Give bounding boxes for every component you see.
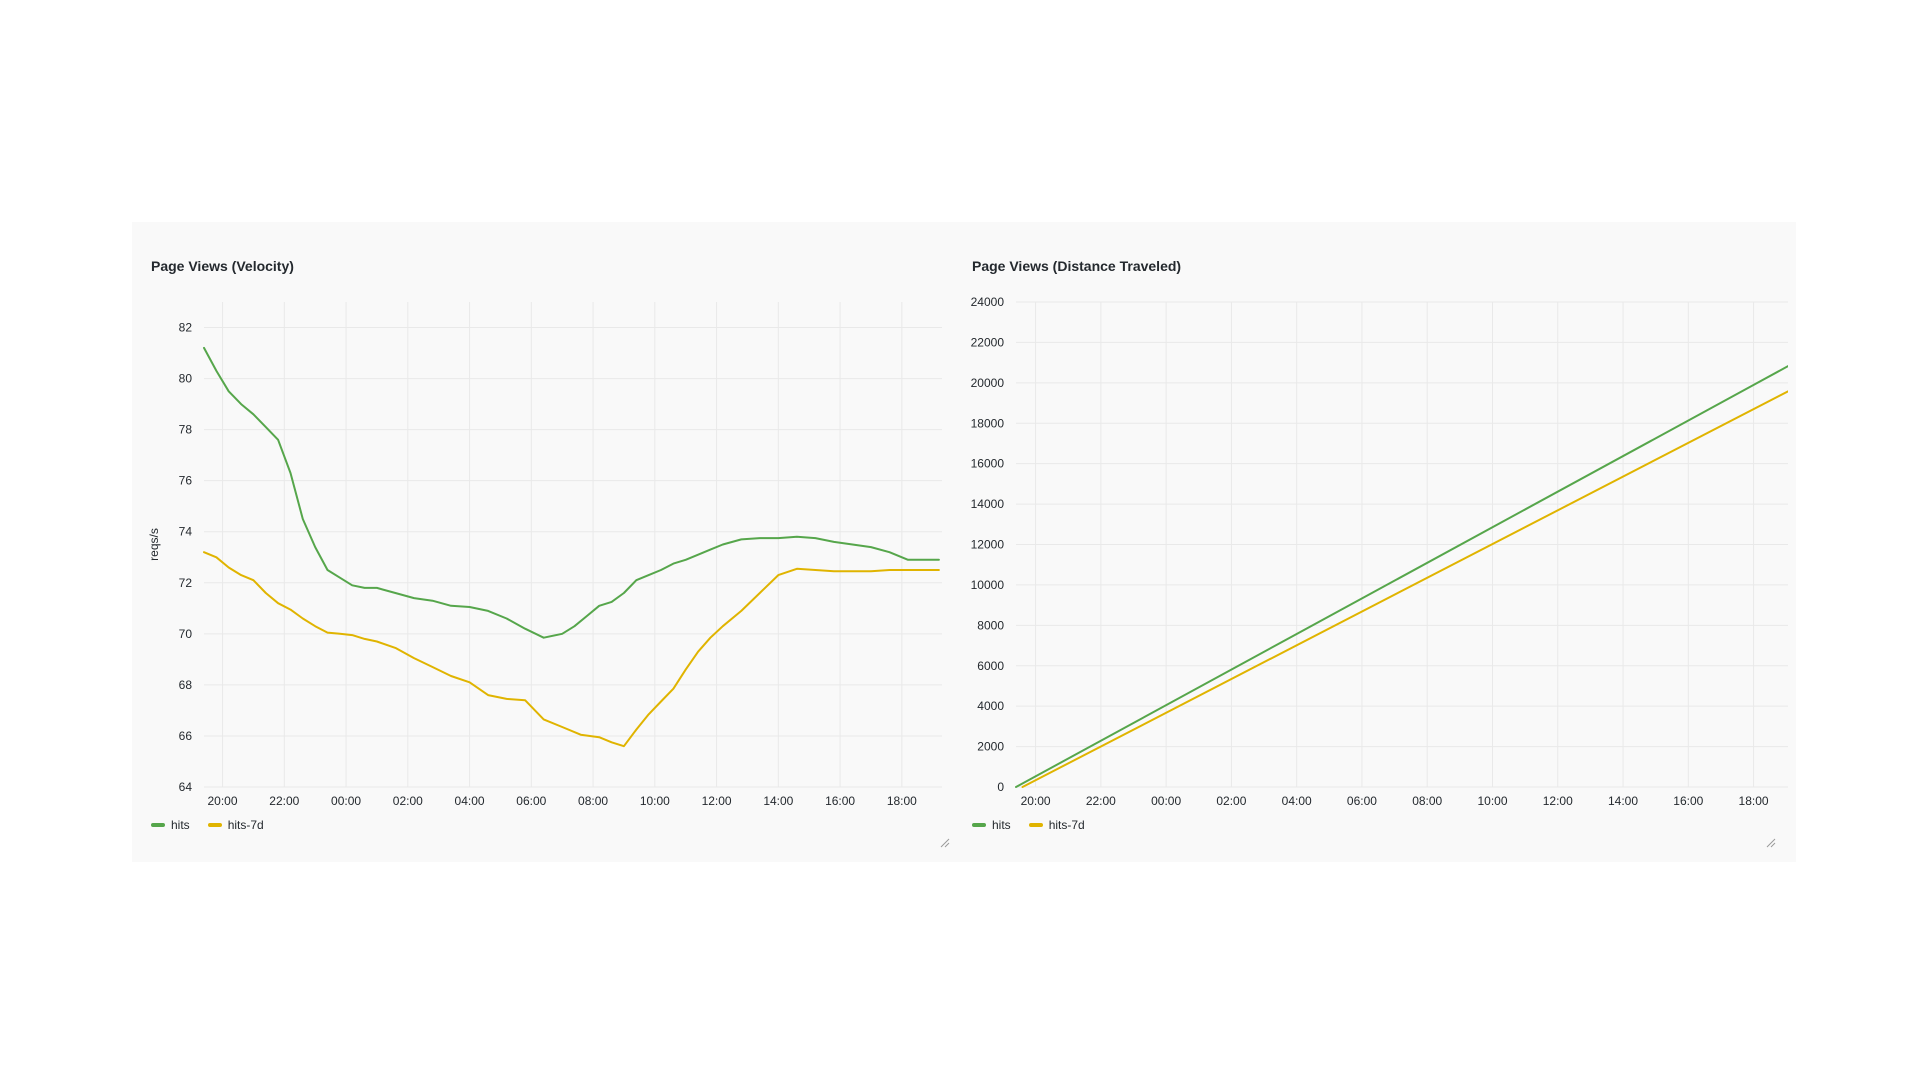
- y-tick-label: 78: [179, 423, 193, 437]
- x-tick-label: 00:00: [1151, 794, 1181, 808]
- y-tick-label: 14000: [971, 497, 1005, 511]
- y-tick-label: 16000: [971, 457, 1005, 471]
- legend-item-hits-7d[interactable]: hits-7d: [207, 818, 264, 832]
- x-tick-label: 16:00: [1673, 794, 1703, 808]
- y-tick-label: 74: [179, 525, 193, 539]
- legend: hits hits-7d: [972, 818, 1085, 832]
- x-tick-label: 06:00: [1347, 794, 1377, 808]
- x-tick-label: 12:00: [702, 794, 732, 808]
- x-tick-label: 22:00: [269, 794, 299, 808]
- legend-swatch-hits: [151, 823, 165, 827]
- x-tick-label: 18:00: [1739, 794, 1769, 808]
- legend: hits hits-7d: [151, 818, 264, 832]
- x-tick-label: 10:00: [640, 794, 670, 808]
- x-tick-label: 04:00: [455, 794, 485, 808]
- y-tick-label: 8000: [977, 618, 1004, 632]
- y-tick-label: 76: [179, 474, 193, 488]
- series-line-hits-7d[interactable]: [203, 551, 940, 748]
- resize-handle-icon[interactable]: [940, 838, 950, 848]
- resize-handle-icon[interactable]: [1766, 838, 1776, 848]
- y-tick-label: 24000: [971, 295, 1005, 309]
- x-tick-label: 02:00: [1216, 794, 1246, 808]
- x-tick-label: 08:00: [578, 794, 608, 808]
- legend-label: hits: [171, 818, 190, 832]
- x-tick-label: 16:00: [825, 794, 855, 808]
- y-tick-label: 6000: [977, 659, 1004, 673]
- legend-swatch-hits-7d: [207, 823, 222, 827]
- panel-velocity: Page Views (Velocity) 64 66 68 70 72 74 76 78 80…: [132, 222, 960, 862]
- panel-title[interactable]: Page Views (Velocity): [151, 258, 294, 274]
- y-tick-label: 0: [997, 780, 1004, 794]
- legend-item-hits[interactable]: hits: [151, 818, 190, 832]
- x-tick-label: 18:00: [887, 794, 917, 808]
- y-tick-label: 72: [179, 576, 193, 590]
- panel-title[interactable]: Page Views (Distance Traveled): [972, 258, 1182, 274]
- legend-swatch-hits-7d: [1028, 823, 1043, 827]
- y-axis-label: reqs/s: [147, 528, 161, 561]
- y-tick-label: 12000: [971, 538, 1005, 552]
- x-tick-label: 20:00: [208, 794, 238, 808]
- y-tick-label: 10000: [971, 578, 1005, 592]
- legend-item-hits-7d[interactable]: hits-7d: [1028, 818, 1085, 832]
- x-tick-label: 04:00: [1282, 794, 1312, 808]
- x-tick-label: 22:00: [1086, 794, 1116, 808]
- y-tick-label: 2000: [977, 740, 1004, 754]
- y-tick-label: 20000: [971, 376, 1005, 390]
- velocity-chart: 64 66 68 70 72 74 76 78 80 82 20:00 22:00 00:00 02:00…: [147, 302, 942, 808]
- series-line-hits-7d[interactable]: [1021, 389, 1789, 788]
- x-tick-label: 08:00: [1412, 794, 1442, 808]
- legend-label: hits: [992, 818, 1011, 832]
- x-tick-label: 12:00: [1543, 794, 1573, 808]
- series-line-hits[interactable]: [1015, 364, 1788, 788]
- y-tick-label: 18000: [971, 416, 1005, 430]
- x-tick-label: 00:00: [331, 794, 361, 808]
- y-tick-label: 80: [179, 372, 193, 386]
- x-tick-label: 10:00: [1477, 794, 1507, 808]
- y-tick-label: 82: [179, 321, 193, 335]
- y-tick-label: 68: [179, 678, 193, 692]
- legend-label: hits-7d: [227, 818, 264, 832]
- y-tick-label: 22000: [971, 335, 1005, 349]
- x-tick-label: 06:00: [516, 794, 546, 808]
- grid: [1016, 301, 1788, 788]
- dashboard: Page Views (Velocity) 64 66 68 70 72 74 76 78 80…: [132, 222, 1796, 862]
- x-tick-label: 02:00: [393, 794, 423, 808]
- legend-item-hits[interactable]: hits: [972, 818, 1011, 832]
- series-line-hits[interactable]: [203, 346, 940, 639]
- y-tick-label: 70: [179, 627, 193, 641]
- distance-chart: 0 2000 4000 6000 8000 10000 12000 14000 16000 180…: [971, 295, 1789, 808]
- legend-swatch-hits: [972, 823, 986, 827]
- x-tick-label: 14:00: [1608, 794, 1638, 808]
- x-tick-label: 14:00: [763, 794, 793, 808]
- y-tick-label: 66: [179, 729, 193, 743]
- panel-distance-traveled: Page Views (Distance Traveled) 0 2000 4000…: [960, 222, 1788, 862]
- legend-label: hits-7d: [1048, 818, 1085, 832]
- x-tick-label: 20:00: [1021, 794, 1051, 808]
- y-tick-label: 64: [179, 780, 193, 794]
- y-tick-label: 4000: [977, 699, 1004, 713]
